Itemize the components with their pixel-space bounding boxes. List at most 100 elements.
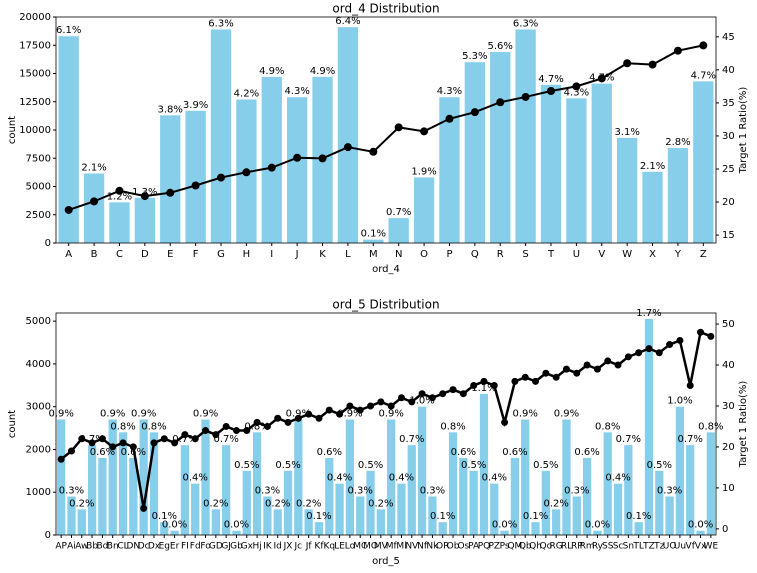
bar [83,173,105,243]
bar [413,177,435,243]
ratio-point [470,108,479,117]
x-tick-label: G [217,249,225,260]
bar [139,419,148,535]
bar-label: 0.4% [482,473,507,484]
y-tick-label: 0 [45,238,51,249]
x-tick-label: MC [353,542,367,552]
ratio-point [78,435,86,443]
bar [510,458,520,535]
bar-label: 0.0% [585,520,610,531]
ratio-point [115,186,124,195]
bar-label: 0.9% [131,409,156,420]
y-tick-label: 1000 [26,487,51,498]
bar [603,432,612,535]
plot-frame [55,312,717,536]
bar-label: 0.9% [100,409,125,420]
bar-label: 0.2% [296,498,321,509]
bar-label: 1.1% [471,383,496,394]
bar-label: 0.4% [327,473,352,484]
ratio-point [294,414,302,422]
ratio-point [572,82,581,91]
x-tick-label: Jf [305,542,313,552]
bar [211,509,220,535]
bar [170,530,179,535]
bar [693,81,714,243]
bar-label: 0.7% [678,434,703,445]
bar-label: 0.3% [564,486,589,497]
bar-label: 4.7% [589,73,614,84]
bar [363,239,384,243]
bar-label: 0.8% [440,421,465,432]
bar-label: 0.4% [183,473,208,484]
bar [515,29,536,244]
x-tick-label: R [497,249,504,260]
x-tick-label: D [141,249,149,260]
bar [407,445,416,535]
bar [490,52,511,243]
y-tick-label: 12500 [19,97,51,108]
x-tick-label: OR [436,542,449,552]
bar-label: 0.1% [523,511,548,522]
x-tick-label: Bb [86,542,98,552]
x-tick-label: PA [468,542,480,552]
ratio-point [150,439,158,447]
bar [180,445,190,535]
bar-label: 0.7% [399,434,424,445]
ratio-line [68,44,704,211]
x-tick-label: Jc [294,542,303,552]
x-tick-label: Rm [580,542,595,552]
x-tick-label: F [193,249,199,260]
ratio-point [356,406,364,414]
bar [397,483,406,535]
ratio-point [242,168,251,177]
bar [448,432,458,535]
bar [541,470,550,535]
x-axis-label: ord_5 [372,556,400,567]
ratio-point [253,418,261,426]
ratio-point [140,504,148,512]
x-tick-label: W [622,249,632,260]
bar-label: 0.2% [543,498,568,509]
bar [294,419,303,535]
bar [149,432,159,535]
ratio-point [583,361,591,369]
ratio-point [267,163,276,172]
x-tick-label: C [116,249,123,260]
bar [129,458,138,535]
ratio-point [274,414,282,422]
ratio-point [394,123,403,132]
chart-title: ord_4 Distribution [332,2,439,16]
bar [134,197,155,243]
bar-label: 5.6% [488,41,513,52]
bar [459,458,468,535]
x-tick-label: E [167,249,173,260]
bar [552,509,561,535]
bar-label: 0.4% [389,473,414,484]
bar-label: 0.2% [69,498,94,509]
bar [108,419,117,535]
ratio-point [57,455,65,463]
ratio-point [511,377,519,385]
bar [464,62,485,244]
ratio-point [325,406,333,414]
ratio-point [90,197,99,206]
bar-label: 0.8% [244,421,269,432]
x-tick-label: Fd [190,542,201,552]
bar-label: 2.1% [640,161,665,172]
x-tick-label: PQ [478,542,491,552]
bar-label: 0.7% [172,434,197,445]
bar-label: 0.2% [368,498,393,509]
bar [642,171,663,243]
bar-label: 3.1% [614,127,639,138]
x-tick-label: JX [283,542,293,552]
bar-label: 2.1% [81,163,106,174]
bar-label: 3.9% [183,100,208,111]
bar-label: 1.2% [107,191,132,202]
x-tick-label: Dc [138,542,150,552]
y-axis-label: count [7,410,18,438]
ratio-point [573,369,581,377]
ratio-point [367,402,375,410]
x-tick-label: Id [274,542,282,552]
x-tick-label: Ry [592,542,604,552]
bar [261,76,282,243]
